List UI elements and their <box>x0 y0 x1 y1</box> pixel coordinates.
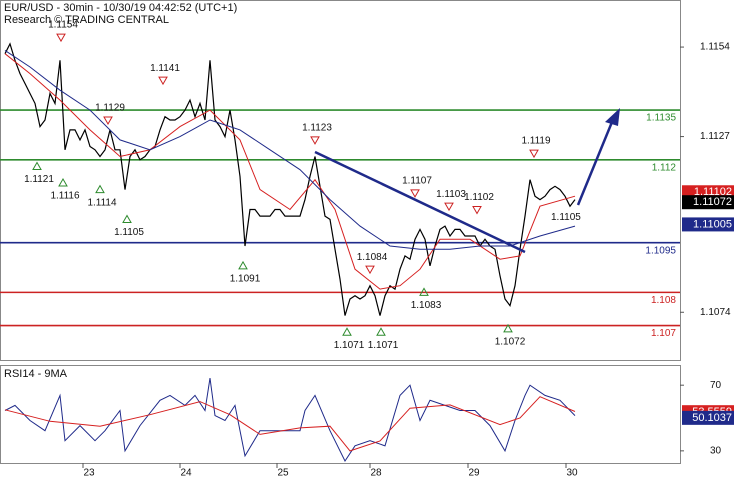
price-badge-label: 50.1037 <box>692 412 732 424</box>
low-label: 1.1083 <box>411 300 442 311</box>
y-tick-label: 30 <box>710 445 722 456</box>
high-label: 1.1107 <box>402 176 432 187</box>
high-marker <box>365 265 375 275</box>
high-label: 1.1084 <box>357 252 388 263</box>
low-marker <box>238 260 248 270</box>
low-marker <box>342 327 352 336</box>
high-label: 1.1141 <box>150 63 180 74</box>
x-tick-label: 25 <box>277 468 289 479</box>
series-line <box>4 396 576 452</box>
price-badge <box>682 217 734 232</box>
arrow-head <box>605 108 620 126</box>
high-marker <box>158 76 168 86</box>
y-tick-label: 1.1127 <box>700 131 730 142</box>
low-label: 1.1091 <box>230 274 261 285</box>
low-marker <box>58 178 68 187</box>
ma-label: 1.1105 <box>551 212 581 223</box>
price-badge-label: 1.11072 <box>693 196 732 208</box>
y-tick-label: 1.1154 <box>700 42 730 53</box>
high-marker <box>310 136 320 145</box>
main-panel <box>0 0 681 361</box>
rsi-title: RSI14 - 9MA <box>4 368 68 380</box>
trend-line <box>314 150 526 254</box>
high-marker <box>444 202 454 212</box>
price-badge-label: 1.11005 <box>693 218 732 230</box>
chart-subtitle: Research © TRADING CENTRAL <box>4 14 169 26</box>
x-tick-label: 24 <box>180 468 192 479</box>
low-label: 1.1105 <box>114 227 144 238</box>
low-label: 1.1114 <box>87 197 117 208</box>
level-label: 1.112 <box>652 162 677 173</box>
forecast-arrow <box>576 121 614 206</box>
low-label: 1.1071 <box>334 340 365 351</box>
high-marker <box>56 33 66 43</box>
y-tick-label: 1.1074 <box>700 307 731 318</box>
plot-layer: 1.1154 1.1127 1.1074 1.1135 1.112 1.1095 1.108… <box>0 20 734 479</box>
low-label: 1.1072 <box>495 337 526 348</box>
high-label: 1.1123 <box>302 122 332 133</box>
high-marker <box>472 205 482 215</box>
x-tick-label: 30 <box>566 468 578 479</box>
low-marker <box>503 323 513 333</box>
level-label: 1.107 <box>651 328 676 339</box>
high-marker <box>103 116 113 125</box>
high-label: 1.1103 <box>436 189 466 200</box>
level-label: 1.1135 <box>646 113 676 124</box>
low-marker <box>376 327 386 336</box>
low-marker <box>32 161 42 170</box>
high-marker <box>410 189 420 198</box>
x-tick-label: 28 <box>370 468 382 479</box>
low-label: 1.1071 <box>368 340 399 351</box>
high-label: 1.1119 <box>521 136 551 147</box>
level-label: 1.1095 <box>645 245 676 256</box>
level-label: 1.108 <box>651 295 676 306</box>
low-marker <box>122 214 132 224</box>
price-badge <box>682 195 734 210</box>
x-tick-label: 29 <box>468 468 480 479</box>
series-line <box>4 49 576 250</box>
low-label: 1.1121 <box>24 174 54 185</box>
low-label: 1.1116 <box>50 191 80 202</box>
high-label: 1.1154 <box>48 20 78 31</box>
x-tick-label: 23 <box>83 468 95 479</box>
high-label: 1.1102 <box>464 192 494 203</box>
high-label: 1.1129 <box>95 103 125 114</box>
rsi-panel <box>0 365 681 464</box>
low-marker <box>95 184 105 194</box>
chart-title: EUR/USD - 30min - 10/30/19 04:42:52 (UTC… <box>4 2 237 14</box>
low-marker <box>419 287 429 296</box>
price-badge <box>682 410 734 425</box>
high-marker <box>529 149 539 159</box>
price-badge-label: 1.11102 <box>694 186 732 198</box>
y-tick-label: 70 <box>710 380 722 391</box>
